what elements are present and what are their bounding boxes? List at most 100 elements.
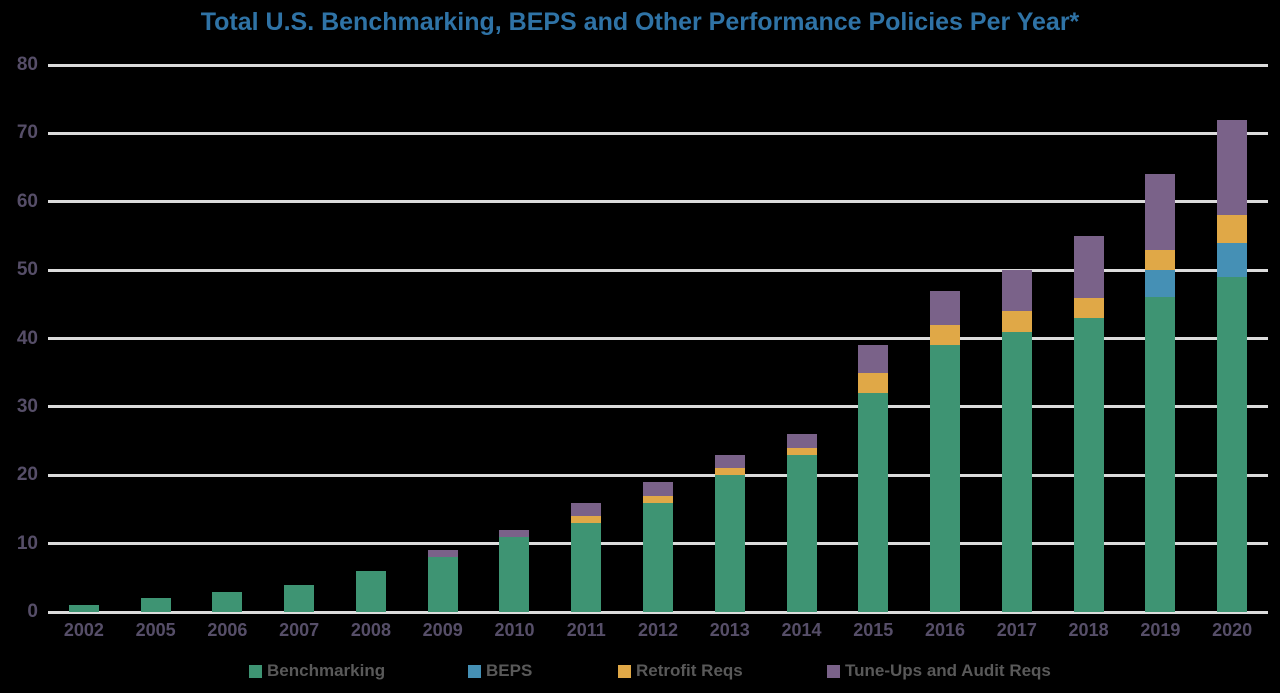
bar-segment-tune-ups-and-audit-reqs-2013 xyxy=(714,454,745,469)
bar-group-2006 xyxy=(212,591,243,612)
bar-segment-benchmarking-2015 xyxy=(858,393,889,612)
bar-segment-retrofit-reqs-2018 xyxy=(1073,297,1104,318)
y-tick-label-10: 10 xyxy=(16,532,38,554)
bar-segment-tune-ups-and-audit-reqs-2020 xyxy=(1217,119,1248,216)
bar-segment-tune-ups-and-audit-reqs-2018 xyxy=(1073,235,1104,298)
bar-group-2014 xyxy=(786,434,817,612)
legend-item-beps: BEPS xyxy=(468,661,533,680)
legend-label: BEPS xyxy=(486,661,533,680)
y-tick-label-70: 70 xyxy=(16,122,38,144)
x-tick-label-2006: 2006 xyxy=(207,620,248,640)
legend-item-tune-ups-and-audit-reqs: Tune-Ups and Audit Reqs xyxy=(827,661,1051,680)
bar-group-2005 xyxy=(140,598,171,612)
x-tick-label-2020: 2020 xyxy=(1212,620,1253,640)
bar-group-2012 xyxy=(643,482,673,612)
legend-label: Retrofit Reqs xyxy=(636,661,743,680)
bar-segment-retrofit-reqs-2016 xyxy=(930,324,961,346)
gridline-y-0 xyxy=(48,610,1268,614)
legend-label: Benchmarking xyxy=(267,661,386,680)
bar-segment-tune-ups-and-audit-reqs-2015 xyxy=(858,345,889,373)
x-tick-label-2012: 2012 xyxy=(637,620,679,640)
bar-segment-retrofit-reqs-2020 xyxy=(1217,215,1248,243)
bar-segment-tune-ups-and-audit-reqs-2017 xyxy=(1001,270,1032,312)
y-tick-label-50: 50 xyxy=(16,259,38,281)
x-tick-label-2018: 2018 xyxy=(1068,620,1109,640)
gridline-y-40 xyxy=(48,337,1268,340)
x-tick-label-2014: 2014 xyxy=(781,620,822,640)
x-tick-label-2011: 2011 xyxy=(566,620,606,640)
bar-group-2018 xyxy=(1073,235,1104,612)
legend-swatch-icon xyxy=(249,664,262,678)
gridline-y-30 xyxy=(48,405,1268,409)
bar-segment-tune-ups-and-audit-reqs-2014 xyxy=(786,434,817,448)
x-tick-label-2019: 2019 xyxy=(1140,620,1181,640)
bar-group-2020 xyxy=(1217,119,1248,612)
bar-segment-retrofit-reqs-2019 xyxy=(1145,249,1176,271)
gridline-y-20 xyxy=(48,473,1268,477)
y-tick-label-20: 20 xyxy=(16,464,38,486)
bar-segment-retrofit-reqs-2014 xyxy=(786,447,817,455)
bar-segment-beps-2019 xyxy=(1145,270,1176,298)
bar-segment-retrofit-reqs-2011 xyxy=(571,516,602,524)
bar-group-2019 xyxy=(1145,174,1176,612)
gridline-y-70 xyxy=(48,131,1268,135)
chart-title: Total U.S. Benchmarking, BEPS and Other … xyxy=(200,8,1080,36)
x-tick-label-2002: 2002 xyxy=(63,620,104,640)
bar-segment-benchmarking-2020 xyxy=(1217,276,1248,612)
bar-segment-benchmarking-2018 xyxy=(1073,318,1104,612)
bar-segment-benchmarking-2009 xyxy=(427,557,458,612)
bar-segment-benchmarking-2010 xyxy=(499,536,530,612)
bar-group-2011 xyxy=(571,502,602,612)
bar-segment-benchmarking-2019 xyxy=(1145,297,1176,612)
bar-group-2010 xyxy=(499,529,530,612)
bar-segment-benchmarking-2002 xyxy=(68,605,99,612)
bar-segment-benchmarking-2013 xyxy=(714,475,745,612)
bar-segment-tune-ups-and-audit-reqs-2019 xyxy=(1145,174,1176,250)
bar-group-2017 xyxy=(1001,270,1032,612)
bar-segment-benchmarking-2011 xyxy=(571,523,602,612)
bar-segment-benchmarking-2008 xyxy=(355,570,386,612)
bar-segment-benchmarking-2012 xyxy=(643,502,673,612)
bar-segment-benchmarking-2017 xyxy=(1001,331,1032,612)
x-tick-label-2009: 2009 xyxy=(422,620,463,640)
bar-group-2002 xyxy=(68,605,99,612)
plot-area xyxy=(48,63,1268,614)
x-tick-label-2015: 2015 xyxy=(853,620,894,640)
y-tick-label-60: 60 xyxy=(16,190,38,212)
y-tick-label-80: 80 xyxy=(16,54,38,75)
bar-segment-retrofit-reqs-2013 xyxy=(714,468,745,476)
y-tick-label-30: 30 xyxy=(16,395,38,417)
bar-segment-retrofit-reqs-2012 xyxy=(643,495,673,503)
bar-segment-tune-ups-and-audit-reqs-2010 xyxy=(499,529,530,537)
x-tick-label-2005: 2005 xyxy=(135,620,176,640)
bar-group-2007 xyxy=(284,584,315,612)
legend-item-benchmarking: Benchmarking xyxy=(249,661,386,680)
y-tick-label-40: 40 xyxy=(16,327,38,349)
gridline-y-60 xyxy=(48,200,1268,204)
bar-segment-retrofit-reqs-2017 xyxy=(1001,311,1032,332)
x-tick-label-2007: 2007 xyxy=(279,620,320,640)
bar-segment-beps-2020 xyxy=(1217,242,1248,277)
gridline-y-50 xyxy=(48,268,1268,272)
legend-swatch-icon xyxy=(468,664,481,678)
bar-group-2016 xyxy=(930,290,961,612)
bar-segment-retrofit-reqs-2015 xyxy=(858,372,889,394)
bar-segment-benchmarking-2014 xyxy=(786,454,817,612)
bar-group-2013 xyxy=(714,454,745,612)
bar-segment-benchmarking-2006 xyxy=(212,591,243,612)
x-tick-label-2017: 2017 xyxy=(996,620,1037,640)
bar-group-2015 xyxy=(858,345,889,612)
bar-segment-benchmarking-2007 xyxy=(284,584,315,612)
gridline-y-80 xyxy=(48,63,1268,67)
bar-segment-benchmarking-2016 xyxy=(930,345,961,612)
bar-segment-tune-ups-and-audit-reqs-2009 xyxy=(427,550,458,558)
bar-segment-tune-ups-and-audit-reqs-2016 xyxy=(930,290,961,325)
legend-label: Tune-Ups and Audit Reqs xyxy=(845,661,1051,680)
bar-segment-benchmarking-2005 xyxy=(140,598,171,612)
y-tick-label-0: 0 xyxy=(27,601,38,622)
bar-segment-tune-ups-and-audit-reqs-2012 xyxy=(643,482,673,496)
bar-segment-tune-ups-and-audit-reqs-2011 xyxy=(571,502,602,517)
legend-swatch-icon xyxy=(618,664,631,678)
x-tick-label-2016: 2016 xyxy=(925,620,966,640)
